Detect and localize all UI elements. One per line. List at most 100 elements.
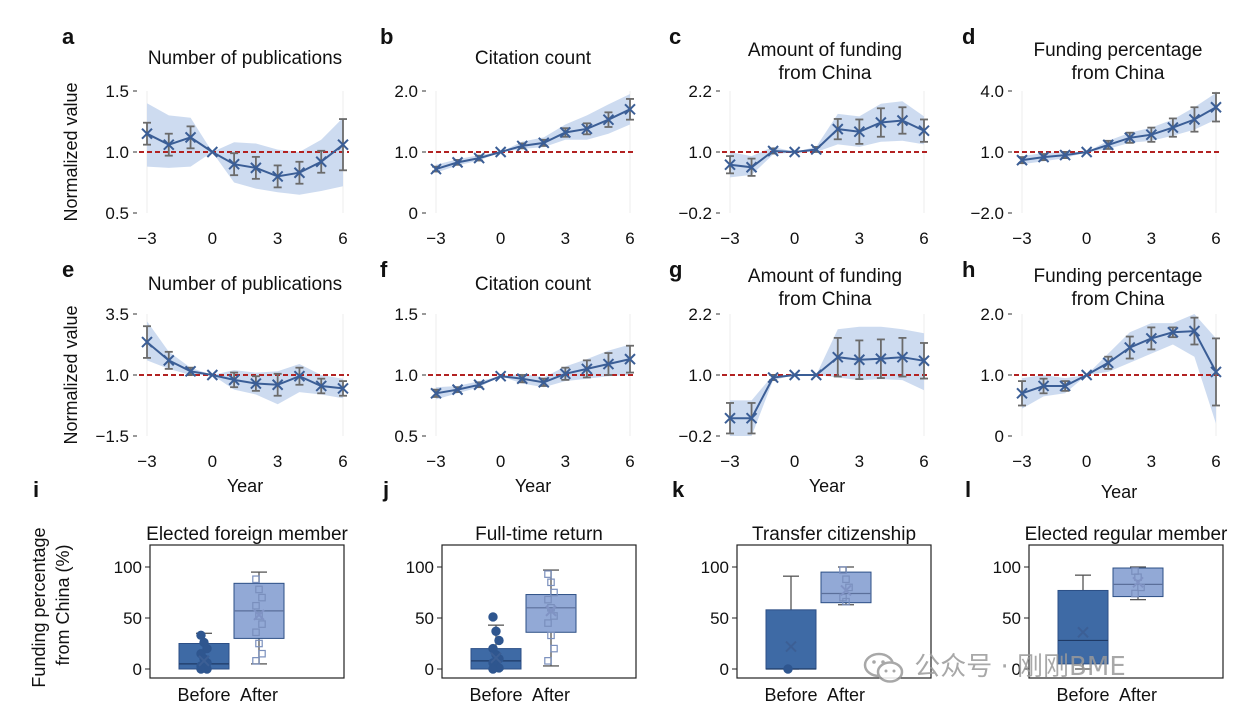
y-tick-label: 1.5 — [105, 82, 129, 101]
panel-label: c — [669, 24, 681, 49]
box-iqr — [1057, 589, 1109, 665]
data-point — [491, 626, 501, 636]
panel-title: Amount of funding from China — [748, 266, 902, 310]
data-point — [1145, 129, 1158, 141]
series-line — [729, 119, 925, 169]
panel-title-line: from China — [1072, 289, 1165, 310]
x-tick-label: 0 — [496, 229, 505, 248]
data-point — [293, 370, 306, 382]
data-point — [252, 628, 260, 637]
panel-title-line: Citation count — [475, 274, 592, 295]
data-point — [271, 379, 284, 391]
data-point — [918, 355, 930, 367]
plot-frame — [149, 544, 345, 679]
x-axis-label: Year — [809, 476, 845, 496]
data-point — [184, 365, 197, 378]
panel-label: b — [380, 24, 393, 49]
confidence-band — [1022, 93, 1216, 165]
panel-title-line: from China — [1072, 63, 1165, 84]
data-point — [488, 612, 498, 622]
data-point — [252, 601, 260, 610]
data-point — [544, 595, 552, 604]
data-point — [258, 620, 266, 628]
panel-c: c Amount of funding from China −0.2 1.0 2.2 −3… — [669, 24, 930, 248]
x-tick-label: 3 — [561, 229, 570, 248]
data-point — [896, 351, 909, 363]
y-tick-label: 50 — [710, 609, 729, 628]
data-point — [337, 382, 349, 395]
data-point — [1016, 154, 1028, 166]
data-point — [559, 368, 572, 380]
x-axis-label: Year — [1101, 482, 1137, 502]
y-tick-label: 0 — [995, 427, 1004, 446]
y-tick-label: 1.0 — [980, 143, 1004, 162]
data-point — [1016, 387, 1028, 400]
mean-marker — [490, 652, 502, 664]
data-point — [875, 353, 887, 365]
data-point — [228, 158, 240, 170]
x-tick-label: −3 — [137, 229, 156, 248]
mean-marker — [840, 584, 852, 597]
row3-ylabel: Funding percentage from China (%) — [29, 522, 73, 687]
series-line — [1021, 330, 1217, 395]
data-point — [842, 575, 850, 584]
data-point — [788, 146, 801, 158]
data-point — [1210, 366, 1222, 378]
y-tick-label: 0.5 — [394, 427, 418, 446]
confidence-band — [147, 321, 343, 405]
data-point — [767, 371, 779, 384]
series-line — [1021, 106, 1217, 162]
data-point — [202, 643, 212, 654]
panel-title-line: from China — [779, 289, 872, 310]
x-tick-label: 6 — [1211, 229, 1220, 248]
wechat-icon — [863, 652, 904, 683]
panel-title-line: from China — [779, 63, 872, 84]
confidence-band — [436, 344, 630, 400]
box-after — [820, 566, 872, 606]
data-point — [1188, 325, 1201, 337]
data-point — [1124, 341, 1136, 354]
x-tick-label: 6 — [919, 229, 928, 248]
y-tick-label: 0 — [720, 660, 729, 679]
data-point — [559, 126, 572, 139]
watermark-text: 公众号 · 刚刚BME — [914, 652, 1126, 682]
data-point — [1131, 589, 1139, 598]
y-tick-label: 1.0 — [394, 143, 418, 162]
x-tick-label: −3 — [137, 452, 156, 471]
panel-title: Funding percentage from China — [1033, 40, 1202, 84]
y-tick-label: 100 — [701, 558, 729, 577]
panel-title-line: Citation count — [475, 48, 592, 69]
panel-label: j — [382, 477, 389, 502]
data-point — [839, 566, 847, 574]
watermark: 公众号 · 刚刚BME — [862, 646, 1126, 684]
panel-title-line: Funding percentage — [1033, 266, 1202, 287]
data-point — [724, 412, 736, 424]
data-point — [918, 124, 930, 137]
x-tick-label: 6 — [338, 452, 347, 471]
y-tick-label: 4.0 — [980, 82, 1004, 101]
data-point — [842, 597, 850, 606]
panel-k: k Transfer citizenship 0 50 100 Before After — [672, 477, 932, 705]
panel-f: f Citation count 0.5 1.0 1.5 −3 0 3 6 Year — [380, 257, 636, 496]
data-point — [430, 163, 442, 175]
y-tick-label: −0.2 — [678, 204, 712, 223]
panel-label: l — [965, 477, 971, 502]
box-before — [765, 575, 817, 674]
series-line — [435, 358, 631, 395]
mean-marker — [545, 605, 557, 617]
data-point — [250, 377, 262, 390]
data-point — [494, 370, 507, 382]
x-tick-label: 0 — [1082, 229, 1091, 248]
data-point — [544, 657, 552, 665]
panel-label: e — [62, 257, 74, 282]
plot-frame — [1028, 544, 1224, 679]
data-point — [141, 336, 153, 348]
panel-label: d — [962, 24, 975, 49]
panel-title-line: Number of publications — [148, 274, 342, 295]
data-point — [1080, 146, 1093, 158]
panel-l: l Elected regular member 0 50 100 Before After — [965, 477, 1228, 705]
data-point — [1102, 357, 1114, 369]
data-point — [810, 143, 822, 156]
data-point — [832, 351, 844, 363]
box-before — [178, 630, 230, 674]
